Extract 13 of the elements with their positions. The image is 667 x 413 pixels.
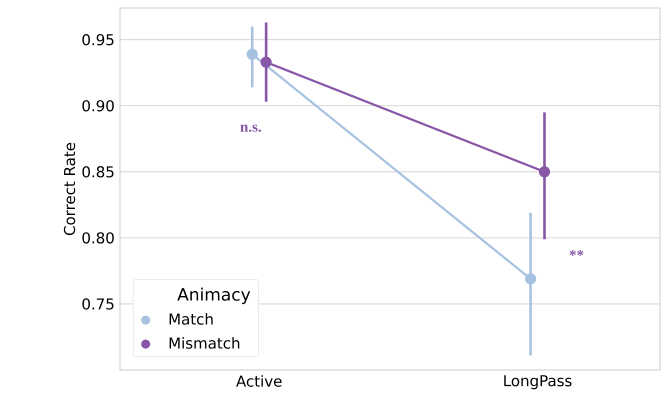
y-tick-label: 0.85	[82, 166, 114, 178]
annotation: n.s.	[240, 124, 261, 132]
x-tick-label: LongPass	[504, 375, 572, 390]
y-tick-label: 0.80	[82, 232, 114, 244]
legend-title: Animacy	[177, 288, 250, 304]
x-tick-label: Active	[236, 375, 282, 387]
y-tick-label: 0.90	[82, 100, 114, 112]
legend-label: Mismatch	[170, 337, 240, 349]
y-tick-label: 0.75	[82, 298, 114, 310]
legend-label: Match	[170, 313, 213, 325]
annotation: **	[570, 250, 584, 256]
y-axis-title: Correct Rate	[64, 142, 76, 236]
y-tick-label: 0.95	[82, 34, 114, 46]
